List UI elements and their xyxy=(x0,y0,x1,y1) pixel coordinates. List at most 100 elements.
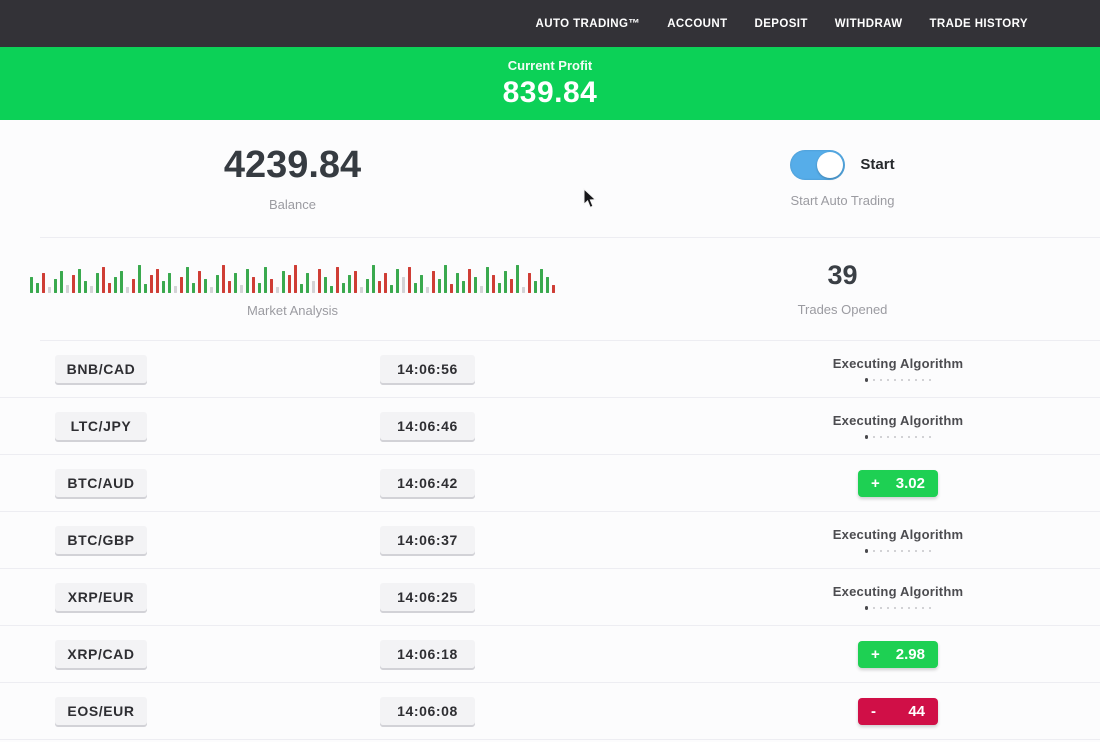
badge-sign: + xyxy=(871,474,880,492)
auto-trading-block: Start Start Auto Trading xyxy=(585,120,1100,237)
market-analysis-block: Market Analysis xyxy=(0,238,585,340)
progress-dot xyxy=(893,606,897,610)
candle-bar xyxy=(234,272,237,293)
candle-bar xyxy=(282,270,285,293)
balance-value: 4239.84 xyxy=(223,143,362,186)
badge-sign: - xyxy=(871,702,876,720)
executing-label: Executing Algorithm xyxy=(832,584,964,600)
section-divider xyxy=(40,237,1100,238)
candle-bar xyxy=(66,284,69,293)
candle-bar xyxy=(198,270,201,293)
pair-chip: BTC/AUD xyxy=(55,469,147,497)
trade-status-cell: Executing Algorithm xyxy=(760,398,1036,454)
current-profit-label: Current Profit xyxy=(507,57,593,73)
executing-status: Executing Algorithm xyxy=(833,584,963,610)
time-chip: 14:06:37 xyxy=(380,526,475,554)
candle-bar xyxy=(348,274,351,293)
candle-bar xyxy=(222,264,225,293)
progress-dot xyxy=(879,378,883,382)
badge-value: 2.98 xyxy=(895,645,925,663)
progress-dot xyxy=(893,549,897,553)
candle-bar xyxy=(126,286,129,293)
candle-bar xyxy=(168,272,171,293)
nav-item[interactable]: AUTO TRADING™ xyxy=(535,17,641,30)
candle-bar xyxy=(426,286,429,293)
progress-dot xyxy=(900,378,904,382)
market-analysis-chart xyxy=(30,261,555,293)
progress-dot xyxy=(864,606,869,610)
candle-bar xyxy=(378,280,381,293)
candle-bar xyxy=(414,282,417,293)
candle-bar xyxy=(474,276,477,293)
candle-bar xyxy=(204,278,207,293)
progress-dot xyxy=(893,378,897,382)
candle-bar xyxy=(402,276,405,293)
progress-dot xyxy=(886,549,890,553)
trade-status-cell: - 44 xyxy=(760,683,1036,739)
candle-bar xyxy=(42,272,45,293)
candle-bar xyxy=(546,276,549,293)
trade-row: LTC/JPY 14:06:46 Executing Algorithm xyxy=(0,398,1100,455)
pair-chip: LTC/JPY xyxy=(55,412,147,440)
time-chip: 14:06:08 xyxy=(380,697,475,725)
progress-dot xyxy=(928,606,932,610)
toggle-label: Start xyxy=(860,156,895,173)
balance-block: 4239.84 Balance xyxy=(0,120,585,237)
progress-dot xyxy=(928,435,932,439)
progress-dot xyxy=(879,549,883,553)
progress-dot xyxy=(864,549,869,553)
candle-bar xyxy=(420,274,423,293)
trades-list: BNB/CAD 14:06:56 Executing Algorithm LTC… xyxy=(0,341,1100,740)
candle-bar xyxy=(468,268,471,293)
nav-item[interactable]: TRADE HISTORY xyxy=(929,17,1028,30)
progress-dot xyxy=(872,606,876,610)
executing-label: Executing Algorithm xyxy=(832,356,964,372)
market-analysis-label: Market Analysis xyxy=(246,302,339,318)
executing-label: Executing Algorithm xyxy=(832,413,964,429)
candle-bar xyxy=(252,276,255,293)
trade-row: BTC/GBP 14:06:37 Executing Algorithm xyxy=(0,512,1100,569)
nav-item[interactable]: DEPOSIT xyxy=(754,17,808,30)
trade-status-cell: Executing Algorithm xyxy=(760,512,1036,568)
progress-dot xyxy=(886,435,890,439)
candle-bar xyxy=(228,280,231,293)
auto-trading-toggle[interactable] xyxy=(790,149,846,180)
candle-bar xyxy=(192,282,195,293)
progress-dot xyxy=(864,378,869,382)
candle-bar xyxy=(270,278,273,293)
candle-bar xyxy=(300,283,303,293)
trade-status-cell: Executing Algorithm xyxy=(760,341,1036,397)
progress-dot xyxy=(907,606,911,610)
candle-bar xyxy=(324,276,327,293)
progress-dot xyxy=(921,549,925,553)
progress-dots xyxy=(864,435,932,439)
candle-bar xyxy=(528,272,531,293)
trade-status-cell: Executing Algorithm xyxy=(760,569,1036,625)
candle-bar xyxy=(78,268,81,293)
candle-bar xyxy=(294,264,297,293)
progress-dot xyxy=(864,435,869,439)
executing-status: Executing Algorithm xyxy=(833,527,963,553)
nav-item[interactable]: ACCOUNT xyxy=(667,17,728,30)
progress-dot xyxy=(900,549,904,553)
candle-bar xyxy=(210,286,213,293)
candle-bar xyxy=(120,270,123,293)
pair-chip: BNB/CAD xyxy=(55,355,147,383)
section-divider xyxy=(40,340,1100,341)
trade-row: BNB/CAD 14:06:56 Executing Algorithm xyxy=(0,341,1100,398)
candle-bar xyxy=(456,272,459,293)
candle-bar xyxy=(498,282,501,293)
candle-bar xyxy=(144,283,147,293)
progress-dot xyxy=(872,549,876,553)
pair-chip: XRP/EUR xyxy=(55,583,147,611)
candle-bar xyxy=(396,268,399,293)
trade-row: XRP/CAD 14:06:18 + 2.98 xyxy=(0,626,1100,683)
progress-dot xyxy=(907,378,911,382)
candle-bar xyxy=(84,280,87,293)
candle-bar xyxy=(384,272,387,293)
progress-dot xyxy=(907,549,911,553)
candle-bar xyxy=(366,278,369,293)
toggle-knob xyxy=(817,151,844,178)
nav-item[interactable]: WITHDRAW xyxy=(834,17,903,30)
candle-bar xyxy=(174,285,177,293)
